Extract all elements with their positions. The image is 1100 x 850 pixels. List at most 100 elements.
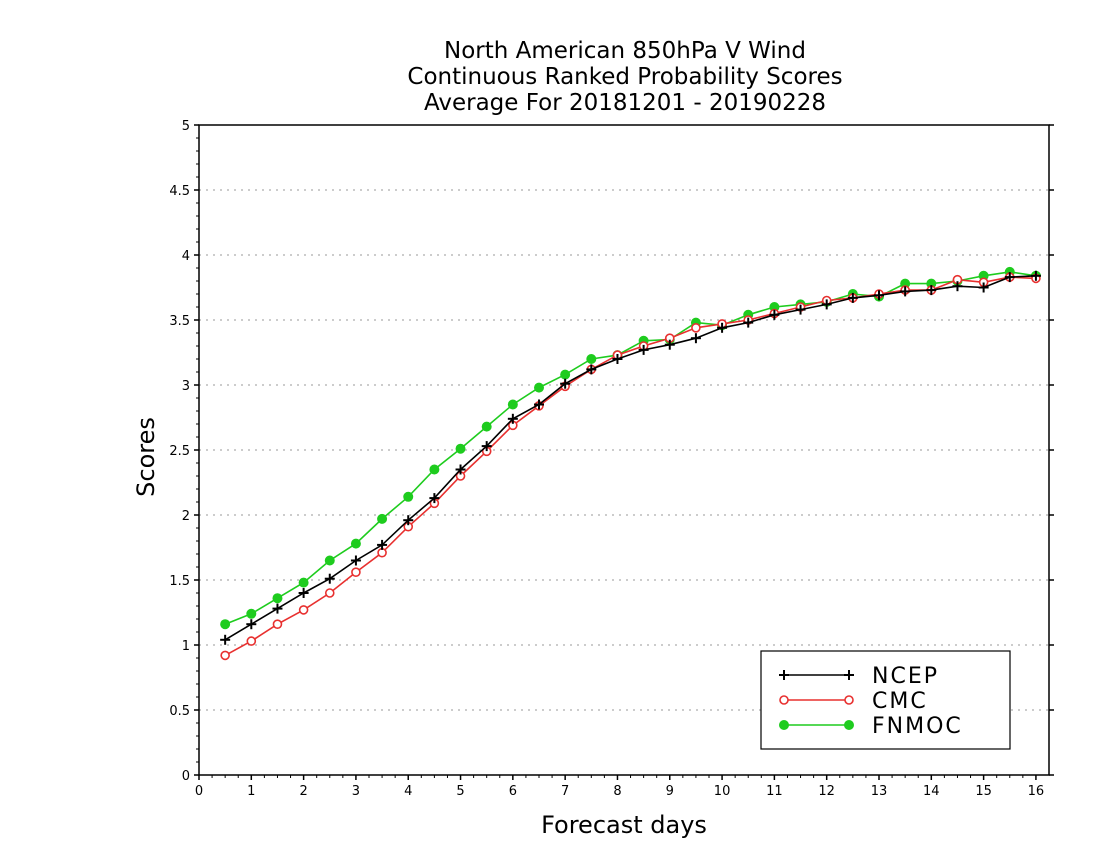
legend-label: NCEP xyxy=(872,664,939,689)
series-line xyxy=(224,271,1037,625)
plus-marker xyxy=(534,399,544,410)
open-circle-marker xyxy=(246,636,257,646)
plus-marker xyxy=(664,339,675,350)
plus-marker xyxy=(507,413,518,424)
plus-marker xyxy=(874,290,884,301)
x-tick-label: 11 xyxy=(766,784,783,799)
series-fnmoc xyxy=(220,266,1041,630)
x-tick-label: 16 xyxy=(1028,784,1045,799)
plus-marker xyxy=(560,378,571,389)
plus-marker xyxy=(350,555,361,566)
x-tick-label: 9 xyxy=(666,784,674,799)
plus-marker xyxy=(795,304,806,315)
filled-circle-marker xyxy=(220,619,231,630)
x-tick-label: 6 xyxy=(509,784,517,799)
filled-circle-marker xyxy=(844,720,854,730)
legend-item-cmc: CMC xyxy=(779,689,928,714)
filled-circle-marker xyxy=(455,443,466,454)
open-circle-marker xyxy=(324,588,335,598)
x-tick-label: 2 xyxy=(299,784,307,799)
plus-marker xyxy=(1030,270,1041,281)
x-tick-label: 14 xyxy=(923,784,940,799)
filled-circle-marker xyxy=(377,513,388,524)
chart-title-line: North American 850hPa V Wind xyxy=(444,38,806,64)
plus-marker xyxy=(403,515,414,526)
plus-marker xyxy=(481,441,492,452)
plus-marker xyxy=(612,354,623,364)
chart-title-line: Continuous Ranked Probability Scores xyxy=(407,64,842,90)
legend-item-fnmoc: FNMOC xyxy=(779,714,963,739)
plus-marker xyxy=(769,309,780,320)
x-axis: 0 1 2 3 4 5 6 7 8 9 10 11 12 13 14 15 16 xyxy=(195,775,1044,799)
y-tick-label: 1 xyxy=(182,639,190,654)
plus-marker xyxy=(821,299,832,310)
plus-marker xyxy=(690,333,701,344)
filled-circle-marker xyxy=(560,369,571,380)
y-tick-label: 2.5 xyxy=(169,444,190,459)
y-tick-label: 3.5 xyxy=(169,314,190,329)
x-tick-label: 4 xyxy=(404,784,412,799)
y-tick-label: 2 xyxy=(182,509,190,524)
x-tick-label: 10 xyxy=(714,784,731,799)
chart-title-line: Average For 20181201 - 20190228 xyxy=(424,90,826,116)
plus-marker xyxy=(978,282,989,293)
x-tick-label: 0 xyxy=(195,784,203,799)
y-tick-label: 1.5 xyxy=(169,574,190,589)
filled-circle-marker xyxy=(779,720,789,730)
filled-circle-marker xyxy=(429,464,440,475)
filled-circle-marker xyxy=(534,382,544,393)
plus-marker xyxy=(926,285,937,296)
filled-circle-marker xyxy=(324,555,335,566)
y-tick-label: 5 xyxy=(182,119,190,134)
y-tick-label: 4 xyxy=(182,249,190,264)
filled-circle-marker xyxy=(350,538,361,549)
open-circle-marker xyxy=(691,322,701,333)
legend-label: FNMOC xyxy=(872,714,963,739)
plus-marker xyxy=(455,464,466,475)
x-tick-label: 7 xyxy=(561,784,569,799)
filled-circle-marker xyxy=(507,399,518,410)
plus-marker xyxy=(586,364,597,375)
open-circle-marker xyxy=(272,619,283,630)
x-tick-label: 3 xyxy=(352,784,360,799)
grid-lines xyxy=(199,189,1049,711)
x-tick-label: 5 xyxy=(456,784,464,799)
plus-marker xyxy=(246,619,257,630)
plus-marker xyxy=(779,670,789,680)
plus-marker xyxy=(1004,272,1015,283)
plus-marker xyxy=(272,603,283,614)
open-circle-marker xyxy=(298,605,309,615)
y-axis-label: Scores xyxy=(132,417,160,497)
plus-marker xyxy=(847,292,858,303)
y-axis: 0 0.5 1 1.5 2 2.5 3 3.5 4 4.5 5 xyxy=(169,119,1054,784)
plus-marker xyxy=(377,539,388,550)
filled-circle-marker xyxy=(272,593,283,604)
open-circle-marker xyxy=(220,650,230,661)
plus-marker xyxy=(844,670,854,680)
filled-circle-marker xyxy=(298,577,309,588)
series-line xyxy=(224,276,1036,657)
plus-marker xyxy=(429,493,440,504)
plus-marker xyxy=(743,317,754,328)
plus-marker xyxy=(220,634,231,645)
x-tick-label: 1 xyxy=(247,784,255,799)
series-layer xyxy=(220,266,1041,661)
plus-marker xyxy=(638,344,649,355)
filled-circle-marker xyxy=(246,608,257,619)
plus-marker xyxy=(952,281,963,292)
plus-marker xyxy=(717,322,728,333)
y-tick-label: 4.5 xyxy=(169,184,190,199)
y-tick-label: 3 xyxy=(182,379,190,394)
legend-item-ncep: NCEP xyxy=(779,664,939,689)
x-tick-label: 8 xyxy=(613,784,621,799)
filled-circle-marker xyxy=(481,421,492,432)
legend-label: CMC xyxy=(872,689,928,714)
y-tick-label: 0.5 xyxy=(169,704,190,719)
open-circle-marker xyxy=(779,695,789,705)
series-cmc xyxy=(220,272,1041,661)
x-axis-label: Forecast days xyxy=(541,811,707,839)
series-line xyxy=(224,275,1036,641)
